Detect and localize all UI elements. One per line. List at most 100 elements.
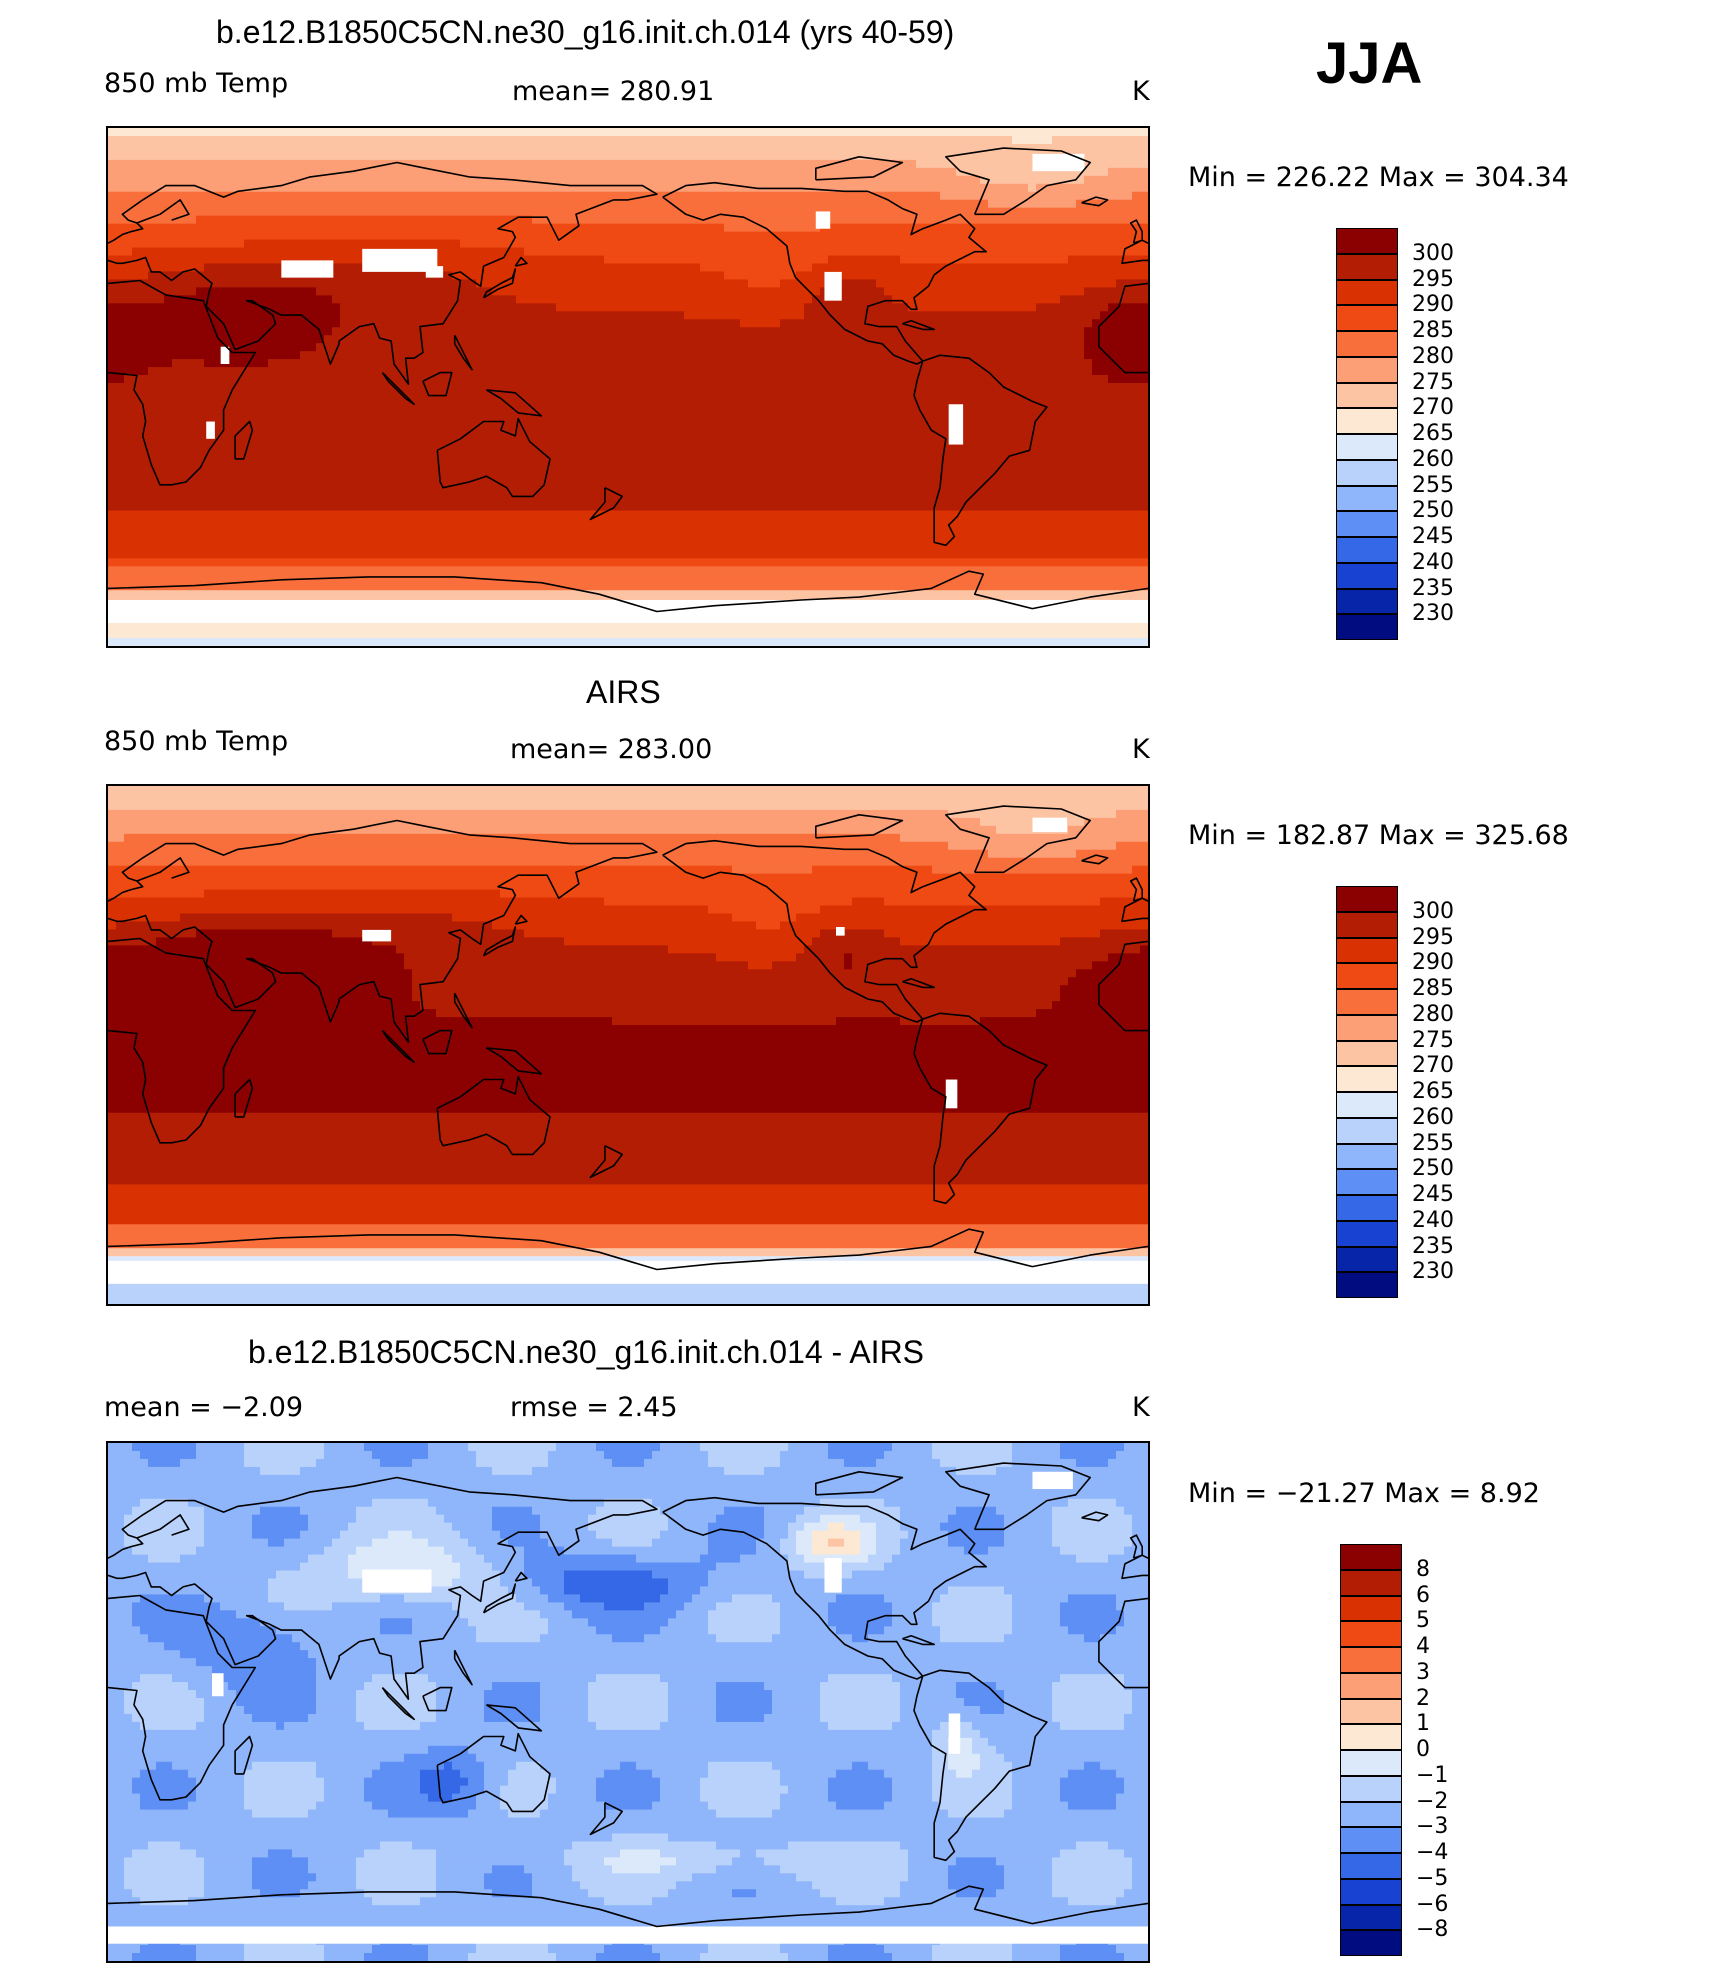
field-cell (396, 303, 405, 312)
field-cell (732, 287, 741, 296)
field-cell (420, 128, 429, 137)
field-cell (148, 398, 157, 408)
field-cell (1108, 351, 1117, 360)
field-cell (1132, 319, 1141, 328)
field-cell (932, 159, 941, 169)
field-cell (996, 359, 1005, 368)
field-cell (348, 414, 357, 424)
field-cell (380, 135, 389, 145)
field-cell (532, 271, 541, 281)
field-cell (676, 383, 685, 392)
field-cell (1100, 390, 1109, 400)
field-cell (260, 175, 269, 185)
field-cell (332, 351, 341, 360)
field-cell (1004, 406, 1013, 416)
field-cell (1028, 255, 1037, 265)
field-cell (1084, 303, 1093, 312)
field-cell (636, 199, 645, 209)
field-cell (780, 343, 789, 352)
field-cell (292, 175, 301, 185)
field-cell (116, 327, 125, 336)
field-cell (1020, 295, 1029, 304)
field-cell (972, 287, 981, 296)
field-cell (828, 231, 837, 241)
field-cell (580, 303, 589, 312)
field-cell (244, 343, 253, 352)
field-cell (1124, 167, 1133, 177)
field-cell (852, 367, 861, 376)
field-cell (532, 375, 541, 384)
field-cell (1124, 239, 1133, 249)
field-cell (404, 335, 413, 344)
field-cell (900, 215, 909, 225)
field-cell (1100, 375, 1109, 384)
field-cell (1012, 128, 1021, 137)
field-cell (948, 311, 957, 320)
field-cell (420, 422, 429, 432)
field-cell (292, 375, 301, 384)
field-cell (1012, 247, 1021, 257)
map-model-temperature (108, 128, 1148, 646)
field-cell (300, 398, 309, 408)
field-cell (516, 295, 525, 304)
field-cell (252, 128, 261, 137)
field-cell (1100, 351, 1109, 360)
field-cell (708, 271, 717, 281)
field-cell (932, 271, 941, 281)
field-cell (236, 406, 245, 416)
field-cell (588, 279, 597, 288)
field-cell (1036, 319, 1045, 328)
field-cell (140, 271, 149, 281)
field-cell (316, 135, 325, 145)
field-cell (956, 128, 965, 137)
field-cell (188, 359, 197, 368)
field-cell (172, 151, 181, 161)
field-cell (380, 359, 389, 368)
field-cell (876, 311, 885, 320)
field-cell (524, 167, 533, 177)
field-cell (628, 287, 637, 296)
field-cell (980, 143, 989, 153)
field-cell (1108, 319, 1117, 328)
field-cell (724, 335, 733, 344)
field-cell (1132, 199, 1141, 209)
field-cell (1132, 167, 1141, 177)
field-cell (332, 327, 341, 336)
field-cell (156, 167, 165, 177)
field-cell (1012, 375, 1021, 384)
field-cell (148, 414, 157, 424)
field-cell (1052, 375, 1061, 384)
field-cell (156, 335, 165, 344)
field-cell (972, 390, 981, 400)
field-cell (340, 223, 349, 233)
field-cell (556, 335, 565, 344)
field-cell (212, 422, 221, 432)
field-cell (476, 143, 485, 153)
field-cell (1052, 279, 1061, 288)
field-cell (524, 406, 533, 416)
field-cell (1076, 367, 1085, 376)
field-cell (356, 247, 365, 257)
field-cell (540, 414, 549, 424)
field-cell (276, 390, 285, 400)
field-cell (260, 263, 269, 273)
field-cell (548, 167, 557, 177)
field-cell (1060, 207, 1069, 217)
field-cell (908, 303, 917, 312)
field-cell (1092, 175, 1101, 185)
field-cell (812, 183, 821, 193)
field-cell (844, 239, 853, 249)
field-cell (820, 406, 829, 416)
field-cell (732, 215, 741, 225)
field-cell (580, 319, 589, 328)
field-cell (276, 135, 285, 145)
field-cell (540, 128, 549, 137)
field-cell (1004, 263, 1013, 273)
field-cell (588, 271, 597, 281)
field-cell (1044, 183, 1053, 193)
field-cell (308, 151, 317, 161)
field-cell (884, 263, 893, 273)
field-cell (1108, 359, 1117, 368)
field-cell (508, 231, 517, 241)
field-cell (172, 430, 181, 440)
